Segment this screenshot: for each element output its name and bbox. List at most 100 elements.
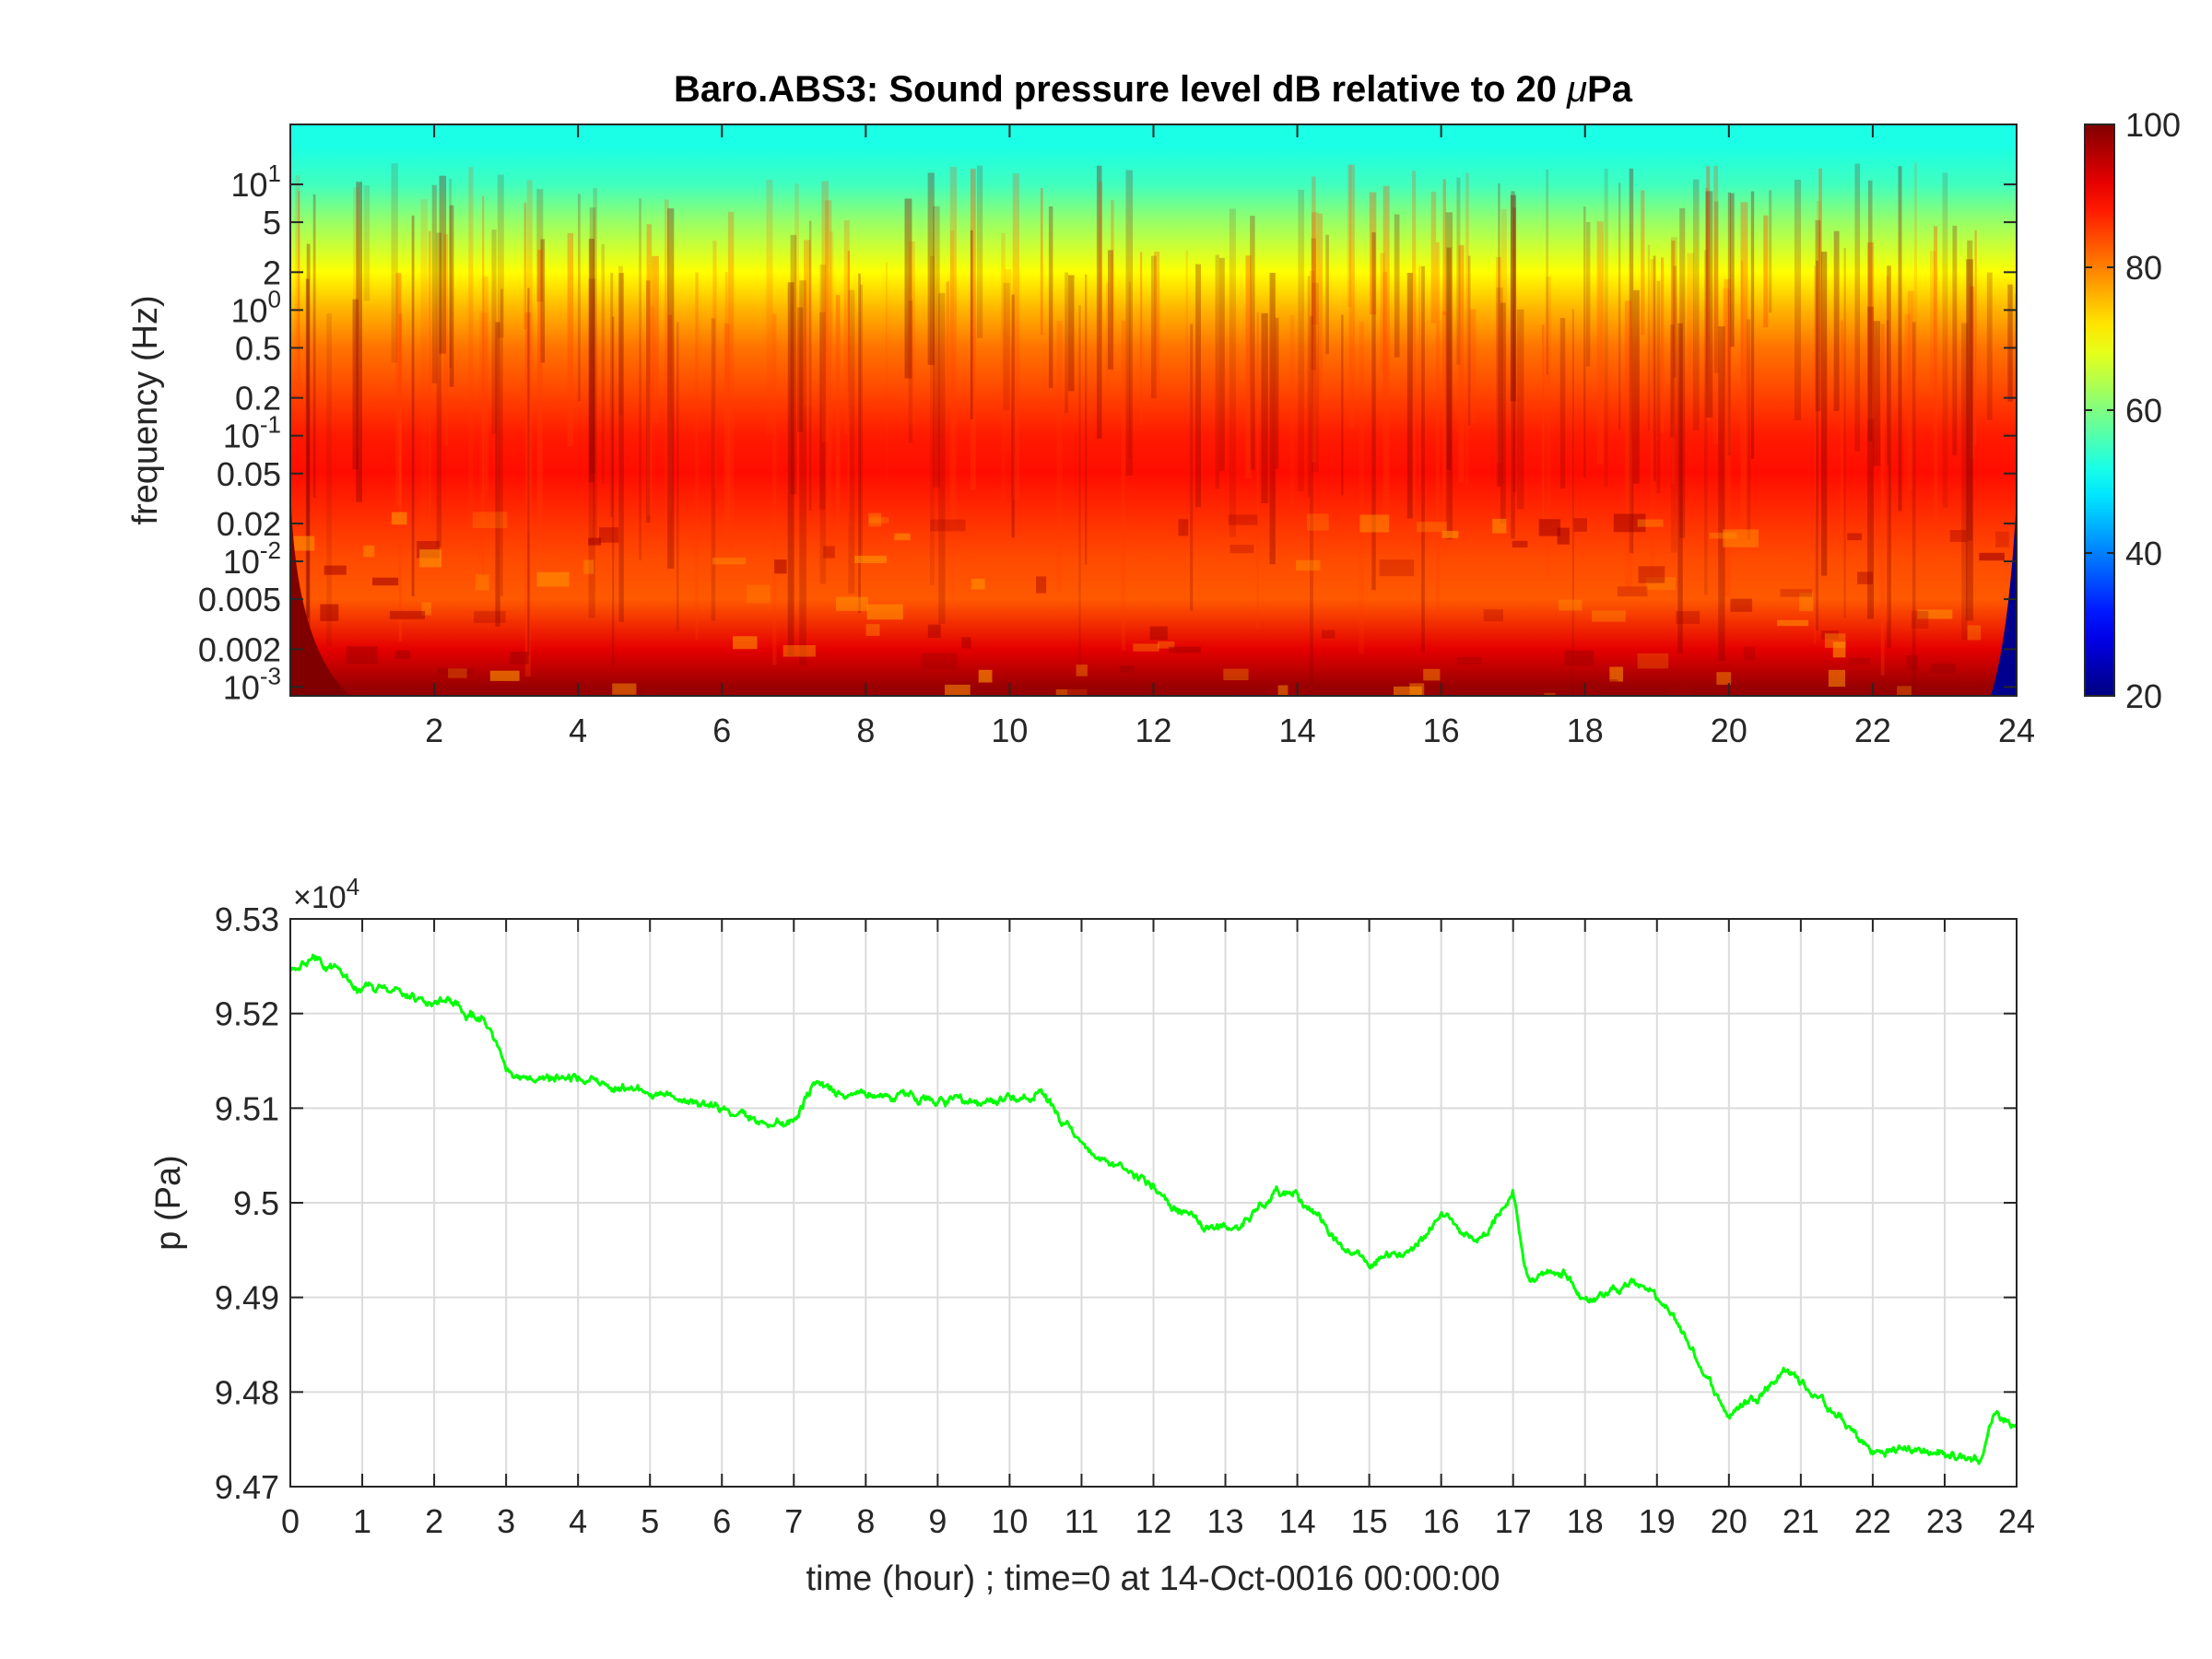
line-x-tick-label: 1 (353, 1502, 371, 1540)
spectrogram-patch (971, 579, 985, 590)
spectrogram-edge-right (1991, 498, 2017, 696)
spectrogram-patch (1538, 519, 1561, 536)
spectrogram-streak (1840, 320, 1844, 536)
spectrogram-streak (843, 220, 850, 435)
colorbar-tick-label: 60 (2125, 392, 2162, 429)
spectrogram-streak (848, 289, 855, 594)
spectrogram-streak (540, 239, 546, 363)
spectrogram-patch (865, 624, 880, 636)
spectrogram-streak (1096, 165, 1102, 439)
spectrogram-streak (495, 322, 500, 627)
spectrogram-patch (1709, 532, 1737, 539)
spectrogram-streak (1078, 305, 1081, 671)
spectrogram-streak (1347, 164, 1352, 308)
spectrogram-streak (1713, 165, 1719, 443)
spectrogram-streak (1867, 180, 1873, 442)
spectrogram-streak (524, 202, 527, 330)
spectrogram-streak (1065, 272, 1068, 414)
spectrogram-patch (374, 693, 405, 696)
spectrogram-streak (970, 169, 976, 490)
spectrogram-streak (443, 233, 449, 446)
spectrogram-streak (1128, 281, 1131, 459)
spectrogram-streak (727, 211, 735, 549)
spectrogram-streak (1140, 252, 1143, 427)
spectrogram-patch (1638, 566, 1665, 583)
spectrogram-streak (695, 272, 699, 641)
spectrogram-streak (1887, 320, 1889, 465)
line-x-tick-label: 15 (1351, 1502, 1388, 1540)
spectrogram-streak (1218, 257, 1225, 472)
line-x-tick-label: 14 (1279, 1502, 1316, 1540)
spectrogram-streak (1671, 241, 1676, 484)
spectrogram-streak (577, 194, 581, 402)
spectrogram-streak (1111, 200, 1114, 373)
spectrogram-streak (908, 300, 913, 443)
spectrogram-streak (799, 280, 806, 665)
spectrogram-streak (1040, 188, 1043, 335)
spec-x-tick-label: 12 (1135, 712, 1171, 749)
spectrogram-streak (1740, 202, 1748, 542)
spectrogram-patch (836, 596, 868, 611)
line-x-tick-label: 6 (712, 1502, 731, 1540)
spectrogram-streak (885, 262, 888, 481)
spectrogram-streak (1125, 170, 1133, 476)
spectrogram-patch (1559, 599, 1583, 611)
spectrogram-streak (1098, 182, 1102, 350)
spectrogram-streak (1250, 216, 1255, 470)
line-x-tick-label: 0 (281, 1502, 300, 1540)
spectrogram-streak (664, 199, 669, 524)
spectrogram-streak (1441, 312, 1447, 551)
spectrogram-streak (1818, 168, 1822, 391)
spectrogram-patch (324, 565, 347, 575)
spectrogram-streak (1185, 250, 1188, 394)
spectrogram-patch (395, 650, 410, 659)
spectrogram-patch (1133, 643, 1159, 652)
spectrogram-streak (1833, 230, 1840, 411)
line-x-label: time (hour) ; time=0 at 14-Oct-0016 00:0… (806, 1559, 1500, 1598)
spectrogram-streak (1341, 314, 1344, 496)
spec-x-tick-label: 8 (856, 712, 875, 749)
spectrogram-streak (1412, 171, 1417, 543)
spectrogram-streak (1406, 273, 1413, 519)
spectrogram-streak (1816, 261, 1818, 630)
spectrogram-streak (612, 316, 615, 667)
spectrogram-streak (808, 220, 812, 511)
spectrogram-streak (1546, 169, 1549, 375)
spectrogram-streak (1121, 320, 1126, 651)
spectrogram-streak (496, 325, 500, 548)
spectrogram-streak (933, 206, 940, 488)
spec-y-tick-label: 10-3 (223, 662, 281, 706)
spectrogram-streak (949, 167, 957, 534)
spectrogram-patch (1322, 629, 1335, 639)
spectrogram-patch (1592, 610, 1626, 622)
spec-x-tick-label: 24 (1998, 712, 2035, 749)
spectrogram-streak (1961, 323, 1968, 641)
spectrogram-streak (909, 241, 915, 425)
spectrogram-patch (1847, 533, 1862, 541)
spectrogram-texture (293, 162, 2017, 696)
line-y-tick-label: 9.5 (233, 1184, 279, 1222)
spec-y-tick-label: 0.2 (235, 380, 281, 418)
spectrogram-streak (1843, 247, 1846, 618)
spectrogram-streak (1289, 315, 1295, 505)
spec-y-tick-label: 100 (230, 285, 281, 329)
spectrogram-streak (1887, 265, 1891, 648)
spectrogram-patch (612, 683, 637, 695)
spectrogram-streak (1298, 189, 1305, 492)
line-y-tick-label: 9.51 (215, 1089, 279, 1127)
spectrogram-streak (1750, 191, 1755, 459)
spectrogram-patch (437, 668, 474, 676)
spectrogram-patch (588, 537, 602, 546)
spectrogram-streak (1510, 194, 1517, 402)
colorbar-tick-label: 80 (2125, 249, 2162, 287)
spectrogram-streak (478, 311, 483, 563)
spectrogram-patch (1307, 513, 1329, 531)
spectrogram-streak (439, 175, 447, 354)
spec-y-tick-label: 2 (263, 253, 281, 291)
spectrogram-streak (588, 278, 595, 618)
spectrogram-streak (1498, 183, 1500, 488)
spectrogram-patch (1780, 589, 1813, 597)
colorbar-tick-label: 20 (2125, 677, 2162, 715)
spec-x-tick-label: 6 (712, 712, 731, 749)
spectrogram-streak (356, 182, 362, 502)
